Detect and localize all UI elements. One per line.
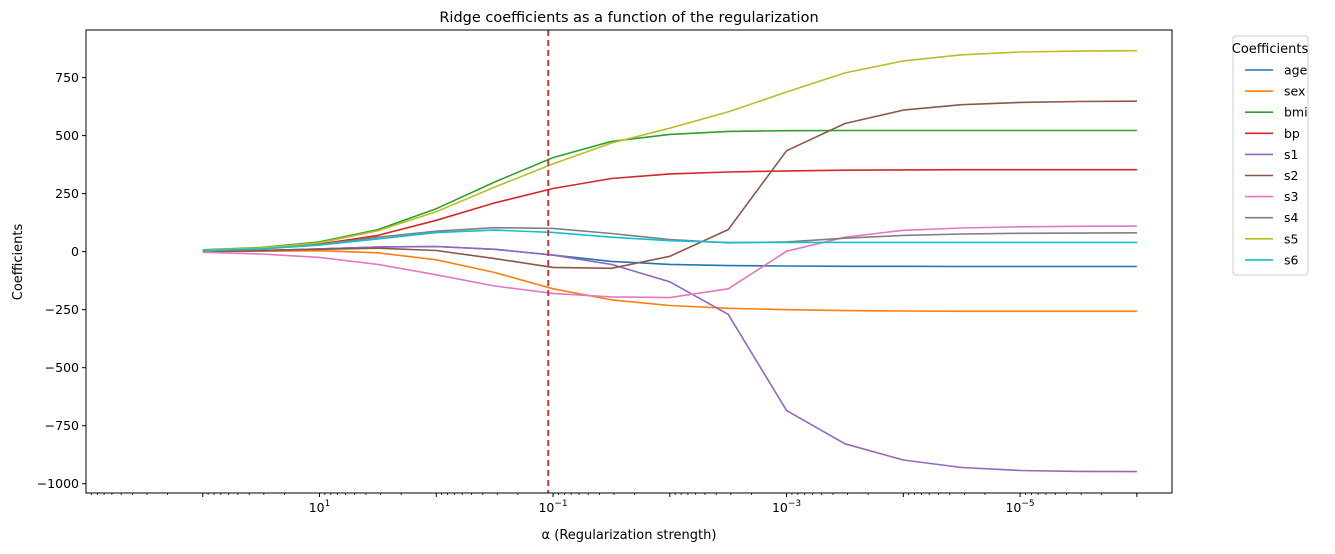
y-tick-label: 500 xyxy=(55,128,79,143)
y-tick-label: −500 xyxy=(45,360,79,375)
legend: Coefficients age sex bmi bp s1 s2 s3 s4 s5 s6 xyxy=(1232,35,1309,276)
legend-label-s2: s2 xyxy=(1284,168,1298,183)
legend-label-bp: bp xyxy=(1284,126,1300,141)
series-line-sex xyxy=(202,249,1137,313)
legend-label-age: age xyxy=(1284,63,1308,78)
y-tick-label: 250 xyxy=(55,186,79,201)
series-line-s4 xyxy=(202,226,1137,252)
x-axis-ticks: 101 10−1 10−3 10−5 xyxy=(90,493,1138,515)
legend-label-s6: s6 xyxy=(1284,252,1299,267)
legend-label-sex: sex xyxy=(1284,84,1305,99)
series-line-s2 xyxy=(202,100,1137,270)
y-tick-label: −250 xyxy=(45,302,79,317)
legend-label-bmi: bmi xyxy=(1284,105,1308,120)
legend-label-s1: s1 xyxy=(1284,147,1298,162)
series-line-s3 xyxy=(202,225,1137,299)
plot-frame xyxy=(85,29,1173,494)
chart-title: Ridge coefficients as a function of the … xyxy=(439,10,818,26)
y-tick-label: −1000 xyxy=(37,476,79,491)
legend-title: Coefficients xyxy=(1232,42,1309,57)
legend-label-s3: s3 xyxy=(1284,189,1298,204)
x-tick-label: 10−5 xyxy=(1005,499,1034,515)
x-tick-label: 101 xyxy=(309,499,331,515)
x-tick-label: 10−1 xyxy=(538,499,567,515)
series-line-s1 xyxy=(202,245,1137,473)
legend-label-s4: s4 xyxy=(1284,210,1299,225)
series-lines xyxy=(202,49,1137,473)
legend-label-s5: s5 xyxy=(1284,231,1298,246)
x-tick-label: 10−3 xyxy=(772,499,801,515)
y-tick-label: −750 xyxy=(45,418,79,433)
series-line-s6 xyxy=(202,229,1137,252)
x-axis-label: α (Regularization strength) xyxy=(542,528,717,543)
series-line-s5 xyxy=(202,49,1137,251)
y-axis-label: Coefficients xyxy=(11,224,26,301)
y-tick-label: 750 xyxy=(55,70,79,85)
series-line-bmi xyxy=(202,129,1137,251)
series-line-bp xyxy=(202,168,1137,252)
y-tick-label: 0 xyxy=(71,244,79,259)
legend-box xyxy=(1232,35,1309,276)
y-axis-ticks: 750 500 250 0 −250 −500 −750 −1000 xyxy=(37,70,86,491)
